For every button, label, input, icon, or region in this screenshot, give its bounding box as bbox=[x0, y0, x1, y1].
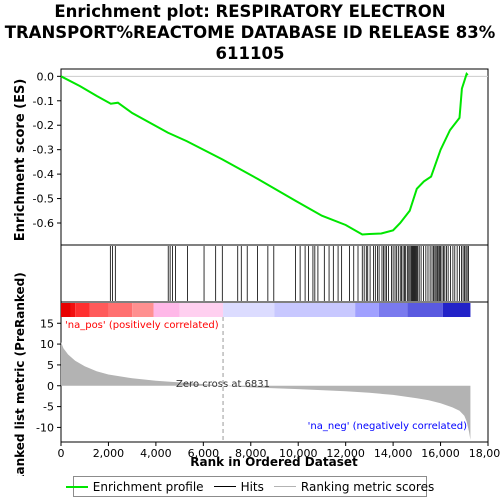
es-y-tick-label: -0.3 bbox=[33, 144, 54, 157]
color-bar-segment bbox=[407, 303, 443, 317]
metric-panel: Zero cross at 6831 'na_pos' (positively … bbox=[13, 272, 500, 476]
color-bar-segment bbox=[108, 303, 133, 317]
x-tick-label: 6,000 bbox=[188, 447, 220, 460]
es-y-tick-label: -0.6 bbox=[33, 217, 54, 230]
metric-x-axis-ticks: 0 2,000 4,000 6,000 8,000 10,000 12,000 14,000 1… bbox=[58, 442, 500, 460]
title-line-2: TRANSPORT%REACTOME DATABASE ID RELEASE 8… bbox=[4, 23, 496, 42]
legend-item-hits: Hits bbox=[213, 479, 264, 494]
positive-correlation-label: 'na_pos' (positively correlated) bbox=[65, 320, 219, 331]
x-tick-label: 4,000 bbox=[140, 447, 172, 460]
legend-swatch-profile bbox=[65, 485, 88, 488]
metric-y-tick-label: 10 bbox=[40, 338, 54, 351]
color-bar-segment bbox=[355, 303, 379, 317]
legend-label-hits: Hits bbox=[240, 479, 264, 494]
color-bar-segment bbox=[132, 303, 154, 317]
legend-label-metric: Ranking metric scores bbox=[300, 479, 435, 494]
legend: Enrichment profile Hits Ranking metric s… bbox=[65, 476, 434, 497]
es-panel-frame bbox=[60, 68, 489, 246]
metric-y-axis-label: Ranked list metric (PreRanked) bbox=[13, 272, 27, 476]
title-line-3: 611105 bbox=[215, 44, 285, 63]
metric-y-tick-label: 5 bbox=[47, 359, 54, 372]
color-bar-segment bbox=[61, 303, 71, 317]
x-tick-label: 16,000 bbox=[421, 447, 460, 460]
title-line-1: Enrichment plot: RESPIRATORY ELECTRON bbox=[54, 2, 446, 21]
legend-swatch-hits bbox=[213, 486, 236, 487]
chart-canvas: 0.0 -0.1 -0.2 -0.3 -0.4 -0.5 -0.6 Enrichment s… bbox=[13, 68, 500, 476]
zero-cross-label: Zero cross at 6831 bbox=[176, 379, 270, 390]
color-bar-segment bbox=[223, 303, 275, 317]
metric-y-axis-ticks: 15 10 5 0 -5 -10 bbox=[36, 317, 61, 434]
hits-panel-frame bbox=[60, 244, 489, 303]
hit-lines bbox=[109, 246, 469, 301]
x-tick-label: 12,000 bbox=[326, 447, 365, 460]
color-bar-segment bbox=[378, 303, 408, 317]
metric-y-tick-label: 15 bbox=[40, 317, 54, 330]
ranked-metric-area bbox=[61, 342, 471, 440]
es-y-axis-label: Enrichment score (ES) bbox=[13, 79, 28, 242]
metric-panel-frame bbox=[60, 301, 489, 443]
negative-correlation-label: 'na_neg' (negatively correlated) bbox=[308, 421, 467, 432]
legend-label-profile: Enrichment profile bbox=[92, 479, 204, 494]
hits-panel bbox=[60, 244, 489, 303]
es-y-tick-label: -0.4 bbox=[33, 168, 54, 181]
x-tick-label: 0 bbox=[58, 447, 65, 460]
legend-item-ranking-metric: Ranking metric scores bbox=[273, 479, 435, 494]
es-y-tick-label: -0.2 bbox=[33, 119, 54, 132]
color-bar-segment bbox=[70, 303, 76, 317]
x-axis-label: Rank in Ordered Dataset bbox=[190, 455, 358, 469]
color-bar-segment bbox=[274, 303, 356, 317]
es-y-tick-label: -0.1 bbox=[33, 95, 54, 108]
legend-swatch-metric bbox=[273, 486, 296, 487]
color-bar-segment bbox=[442, 303, 471, 317]
color-bar-segment bbox=[75, 303, 90, 317]
color-bar-segment bbox=[89, 303, 109, 317]
es-y-tick-label: 0.0 bbox=[37, 70, 55, 83]
enrichment-profile-line bbox=[60, 72, 469, 236]
color-bar-segment bbox=[153, 303, 180, 317]
metric-y-tick-label: 0 bbox=[47, 380, 54, 393]
x-tick-label: 2,000 bbox=[93, 447, 125, 460]
x-tick-label: 14,000 bbox=[374, 447, 413, 460]
es-y-axis-ticks: 0.0 -0.1 -0.2 -0.3 -0.4 -0.5 -0.6 bbox=[33, 70, 61, 230]
metric-y-tick-label: -5 bbox=[43, 401, 54, 414]
x-tick-label: 10,000 bbox=[279, 447, 318, 460]
chart-title: Enrichment plot: RESPIRATORY ELECTRON TR… bbox=[0, 1, 500, 64]
x-tick-label: 8,000 bbox=[235, 447, 267, 460]
es-panel: 0.0 -0.1 -0.2 -0.3 -0.4 -0.5 -0.6 Enrichment s… bbox=[13, 68, 489, 246]
color-bar-segment bbox=[179, 303, 224, 317]
x-tick-label: 18,000 bbox=[469, 447, 500, 460]
es-y-tick-label: -0.5 bbox=[33, 193, 54, 206]
metric-y-tick-label: -10 bbox=[36, 421, 54, 434]
rank-color-bar bbox=[61, 303, 471, 317]
legend-item-enrichment-profile: Enrichment profile bbox=[65, 479, 204, 494]
